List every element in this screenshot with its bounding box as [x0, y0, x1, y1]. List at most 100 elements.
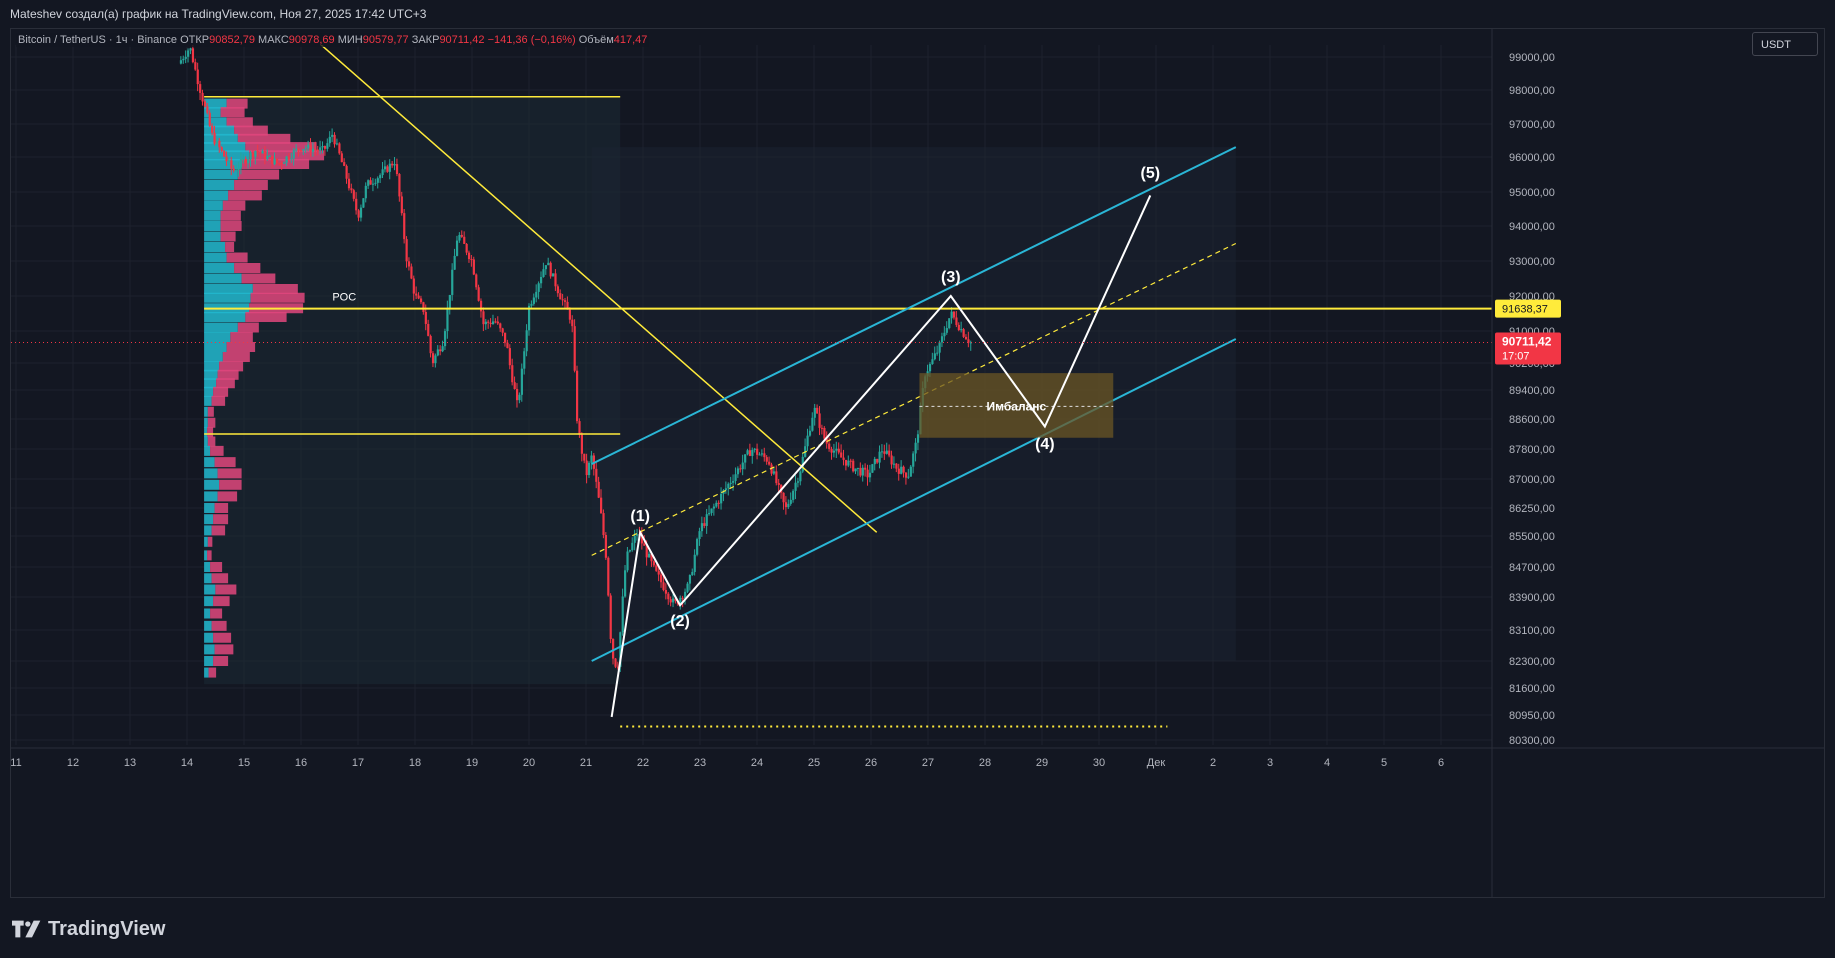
candle-body [566, 301, 569, 310]
candle-body [292, 150, 295, 159]
candle-body [626, 551, 629, 571]
volume-profile-bar-down [208, 667, 217, 678]
candle-body [890, 455, 893, 465]
currency-selector[interactable]: USDT [1752, 32, 1818, 56]
candle-body [383, 166, 387, 170]
candle-body [816, 407, 819, 414]
candle-body [362, 198, 365, 208]
candle-body [299, 150, 303, 152]
volume-profile-bar-up [204, 332, 231, 342]
candle-body [554, 273, 557, 287]
candle-body [333, 134, 336, 145]
time-axis-tick: 6 [1438, 757, 1444, 769]
symbol-legend[interactable]: Bitcoin / TetherUS · 1ч · Binance ОТКР 90… [16, 33, 650, 47]
candle-body [717, 502, 720, 504]
candle-body [455, 240, 459, 256]
candle-body [326, 143, 329, 149]
symbol-name[interactable]: Bitcoin / TetherUS · 1ч · Binance [18, 34, 177, 46]
volume-profile-bar-up [204, 573, 212, 584]
candle-body [489, 322, 492, 325]
channel-region [591, 147, 1236, 662]
candle-body [213, 132, 216, 144]
candle-body [388, 163, 391, 172]
channel-upper-line[interactable] [591, 146, 1237, 465]
volume-profile-bar-down [220, 221, 242, 231]
volume-profile-range [204, 96, 621, 685]
candle-body [506, 342, 509, 349]
candle-body [844, 459, 848, 466]
candle-body [307, 144, 310, 149]
candle-body [503, 332, 507, 343]
candle-body [215, 140, 219, 144]
volume-profile-bar-up [204, 436, 208, 447]
candle-body [669, 599, 672, 603]
candle-body [832, 450, 836, 453]
candle-body [338, 143, 341, 154]
volume-profile-bar-down [213, 514, 229, 525]
volume-profile-bar-down [220, 231, 236, 242]
imbalance-zone[interactable] [919, 373, 1114, 438]
candle-body [794, 482, 797, 491]
volume-profile-bar-down [215, 584, 237, 595]
candle-body [206, 106, 209, 113]
volume-profile-bar-up [204, 620, 212, 631]
candle-body [523, 351, 526, 369]
volume-profile-bar-up [204, 644, 215, 655]
candle-body [943, 332, 946, 337]
candle-body [580, 434, 584, 454]
price-axis-tick: 81600,00 [1509, 683, 1555, 695]
time-axis-tick: 22 [637, 757, 649, 769]
tradingview-brand[interactable]: TradingView [12, 916, 165, 942]
candle-body [830, 448, 833, 453]
candle-body [967, 339, 970, 343]
volume-profile-bar-down [210, 445, 224, 456]
candle-body [513, 382, 516, 390]
candle-body [446, 308, 449, 332]
candle-body [931, 359, 934, 365]
close-value: 90711,42 [439, 34, 485, 46]
open-label: ОТКР [180, 34, 210, 46]
candle-body [275, 158, 279, 164]
candle-body [259, 152, 262, 154]
low-value: 90579,77 [362, 34, 409, 46]
time-axis-tick: 29 [1036, 757, 1048, 769]
volume-profile-bar-up [204, 342, 227, 352]
candle-body [962, 329, 965, 337]
candle-body [184, 56, 187, 59]
candle-body [640, 534, 644, 544]
channel-lower-line[interactable] [591, 338, 1237, 662]
candle-body [381, 169, 384, 176]
candle-body [782, 492, 785, 503]
candle-body [371, 183, 375, 185]
candle-body [597, 481, 600, 498]
channel-mid-line[interactable] [591, 242, 1237, 556]
volume-profile-bar-down [230, 332, 253, 342]
price-axis-tick: 98000,00 [1509, 85, 1555, 97]
low-label: МИН [337, 34, 363, 46]
volume-label: Объём [578, 34, 614, 46]
candle-body [892, 463, 896, 465]
candle-body [950, 311, 953, 319]
candle-body [768, 461, 771, 465]
elliott-wave-path[interactable] [610, 194, 1152, 718]
candle-body [278, 163, 281, 165]
price-axis-tick: 84700,00 [1509, 562, 1555, 574]
volume-profile-bar-up [204, 608, 211, 619]
volume-profile-bar-up [204, 417, 208, 428]
candle-body [679, 597, 682, 605]
time-axis-tick: 25 [808, 757, 820, 769]
candle-body [199, 84, 202, 93]
downtrend-line[interactable] [312, 37, 878, 533]
price-axis-tick: 99000,00 [1509, 52, 1555, 64]
volume-profile-bar-up [204, 231, 221, 242]
volume-profile-bar-down [207, 427, 214, 438]
time-axis-tick: 23 [694, 757, 706, 769]
candle-body [576, 370, 579, 422]
candle-body [544, 265, 547, 270]
candle-body [897, 468, 900, 474]
volume-profile-bar-down [211, 525, 226, 536]
candle-body [720, 493, 723, 504]
volume-profile-bar-down [234, 180, 268, 190]
candle-body [367, 180, 370, 186]
